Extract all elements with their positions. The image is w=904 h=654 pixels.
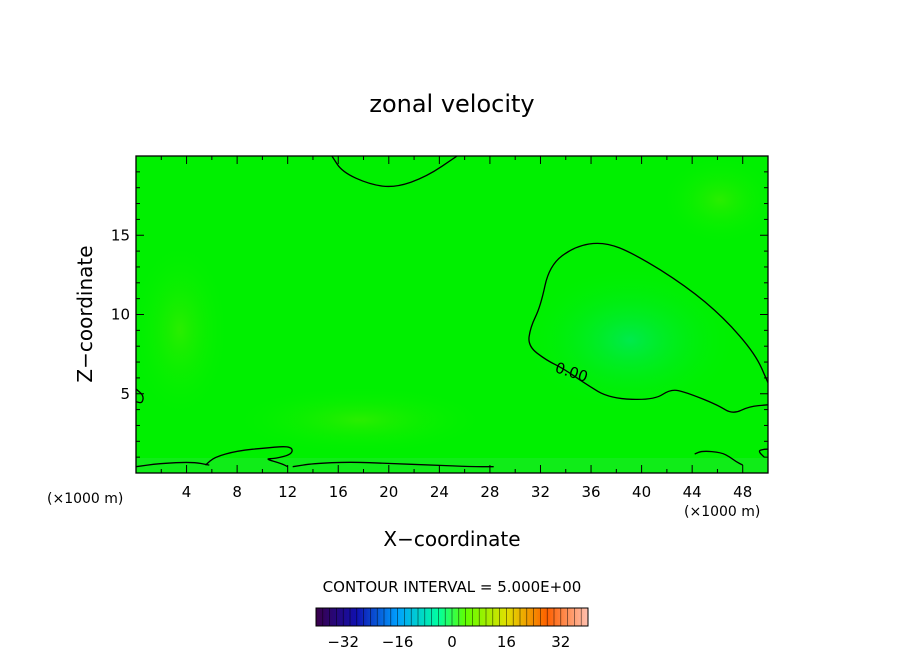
x-tick-label: 4 [182,483,192,501]
x-tick-label: 44 [683,483,702,501]
contour-line-4 [205,446,293,468]
colorbar-segments [315,608,589,626]
x-tick-label: 16 [329,483,348,501]
contour-line-0 [331,156,458,188]
y-tick-label: 5 [120,385,130,403]
x-tick-label: 24 [430,483,449,501]
x-tick-label: 8 [232,483,242,501]
x-tick-label: 32 [531,483,550,501]
colorbar-tick-label: 32 [551,633,570,651]
field-shade-negative [520,265,740,415]
x-tick-label: 40 [632,483,651,501]
x-unit-left: (×1000 m) [47,491,123,507]
y-tick-label: 10 [111,306,130,324]
field-shade-positive-top [660,156,768,245]
colorbar-tick-label: −16 [382,633,414,651]
x-tick-label: 48 [733,483,752,501]
x-tick-label: 20 [379,483,398,501]
colorbar: −32 −16 0 16 32 [315,607,589,651]
x-tick-label: 12 [278,483,297,501]
contour-line-3 [136,461,210,468]
colorbar-tick-label: −32 [327,633,359,651]
x-axis-label: X−coordinate [383,527,520,551]
contour-line-5 [292,461,494,468]
colorbar-tick-label: 0 [447,633,457,651]
field-shade-positive-bottom [230,385,490,455]
x-tick-label: 28 [480,483,499,501]
chart-title: zonal velocity [369,90,534,118]
contour-line-1 [528,242,768,413]
colorbar-tick-label: 16 [497,633,516,651]
contour-interval-text: CONTOUR INTERVAL = 5.000E+00 [323,578,582,596]
colorbar-frame [315,607,589,627]
field-layer [136,156,768,473]
contour-line-2 [136,388,144,404]
x-unit-right: (×1000 m) [684,504,760,520]
contour-lines [136,156,768,468]
x-tick-label: 36 [581,483,600,501]
y-axis-label: Z−coordinate [73,245,97,382]
y-tick-label: 15 [111,226,130,244]
contour-line-7 [758,448,768,458]
contour-line-6 [694,450,743,466]
colorbar-tick-labels: −32 −16 0 16 32 [327,633,570,651]
field-shade-positive-left [136,240,230,420]
